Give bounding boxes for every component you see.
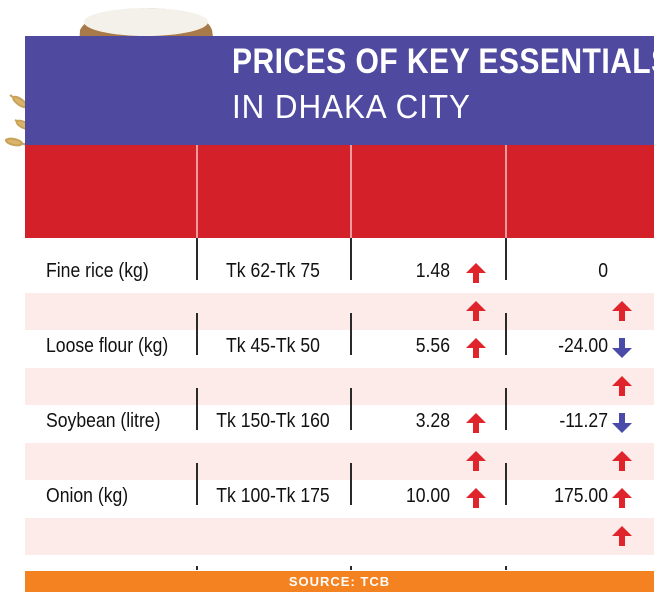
- column-divider: [505, 238, 507, 280]
- item-name: Soybean (litre): [46, 410, 161, 432]
- column-divider: [350, 313, 352, 355]
- header-divider: [350, 145, 352, 238]
- sub-row: [25, 518, 654, 555]
- price-range: Tk 150-Tk 160: [216, 410, 330, 432]
- item-name: Loose flour (kg): [46, 335, 169, 357]
- column-divider: [350, 238, 352, 280]
- column-divider: [196, 566, 198, 570]
- change-value-2: -11.27: [559, 410, 608, 432]
- change-value-2: 0: [598, 260, 608, 282]
- arrow-up-icon: [466, 413, 486, 433]
- arrow-down-icon: [612, 413, 632, 433]
- change-value-1: 3.28: [415, 410, 450, 432]
- column-divider: [505, 313, 507, 355]
- arrow-up-icon: [612, 301, 632, 321]
- column-divider: [350, 388, 352, 430]
- arrow-up-icon: [466, 263, 486, 283]
- item-name: Onion (kg): [46, 485, 129, 507]
- arrow-up-icon: [612, 451, 632, 471]
- column-divider: [196, 238, 198, 280]
- chart-title: PRICES OF KEY ESSENTIALS: [232, 42, 654, 81]
- header-divider: [196, 145, 198, 238]
- column-divider: [196, 388, 198, 430]
- header-divider: [505, 145, 507, 238]
- column-divider: [505, 388, 507, 430]
- change-value-1: 10.00: [405, 485, 450, 507]
- arrow-up-icon: [612, 376, 632, 396]
- sub-row: [25, 293, 654, 330]
- change-value-2: -24.00: [558, 335, 608, 357]
- price-range: Tk 45-Tk 50: [226, 335, 320, 357]
- arrow-up-icon: [466, 488, 486, 508]
- change-value-1: 1.48: [415, 260, 450, 282]
- column-divider: [505, 463, 507, 505]
- change-value-1: 5.56: [415, 335, 450, 357]
- source-band: [25, 571, 654, 592]
- arrow-up-icon: [466, 338, 486, 358]
- sub-row: [25, 368, 654, 405]
- column-divider: [350, 463, 352, 505]
- price-range: Tk 100-Tk 175: [216, 485, 330, 507]
- column-divider: [505, 566, 507, 570]
- arrow-down-icon: [612, 338, 632, 358]
- column-divider: [196, 463, 198, 505]
- change-value-2: 175.00: [554, 485, 608, 507]
- sub-row: [25, 443, 654, 480]
- title-band: [25, 36, 654, 145]
- arrow-up-icon: [612, 488, 632, 508]
- column-divider: [350, 566, 352, 570]
- source-label: SOURCE: TCB: [288, 574, 391, 589]
- price-range: Tk 62-Tk 75: [226, 260, 320, 282]
- column-divider: [196, 313, 198, 355]
- arrow-up-icon: [612, 526, 632, 546]
- arrow-up-icon: [466, 451, 486, 471]
- item-name: Fine rice (kg): [46, 260, 149, 282]
- chart-subtitle: IN DHAKA CITY: [232, 88, 471, 125]
- table-header: [25, 145, 654, 238]
- arrow-up-icon: [466, 301, 486, 321]
